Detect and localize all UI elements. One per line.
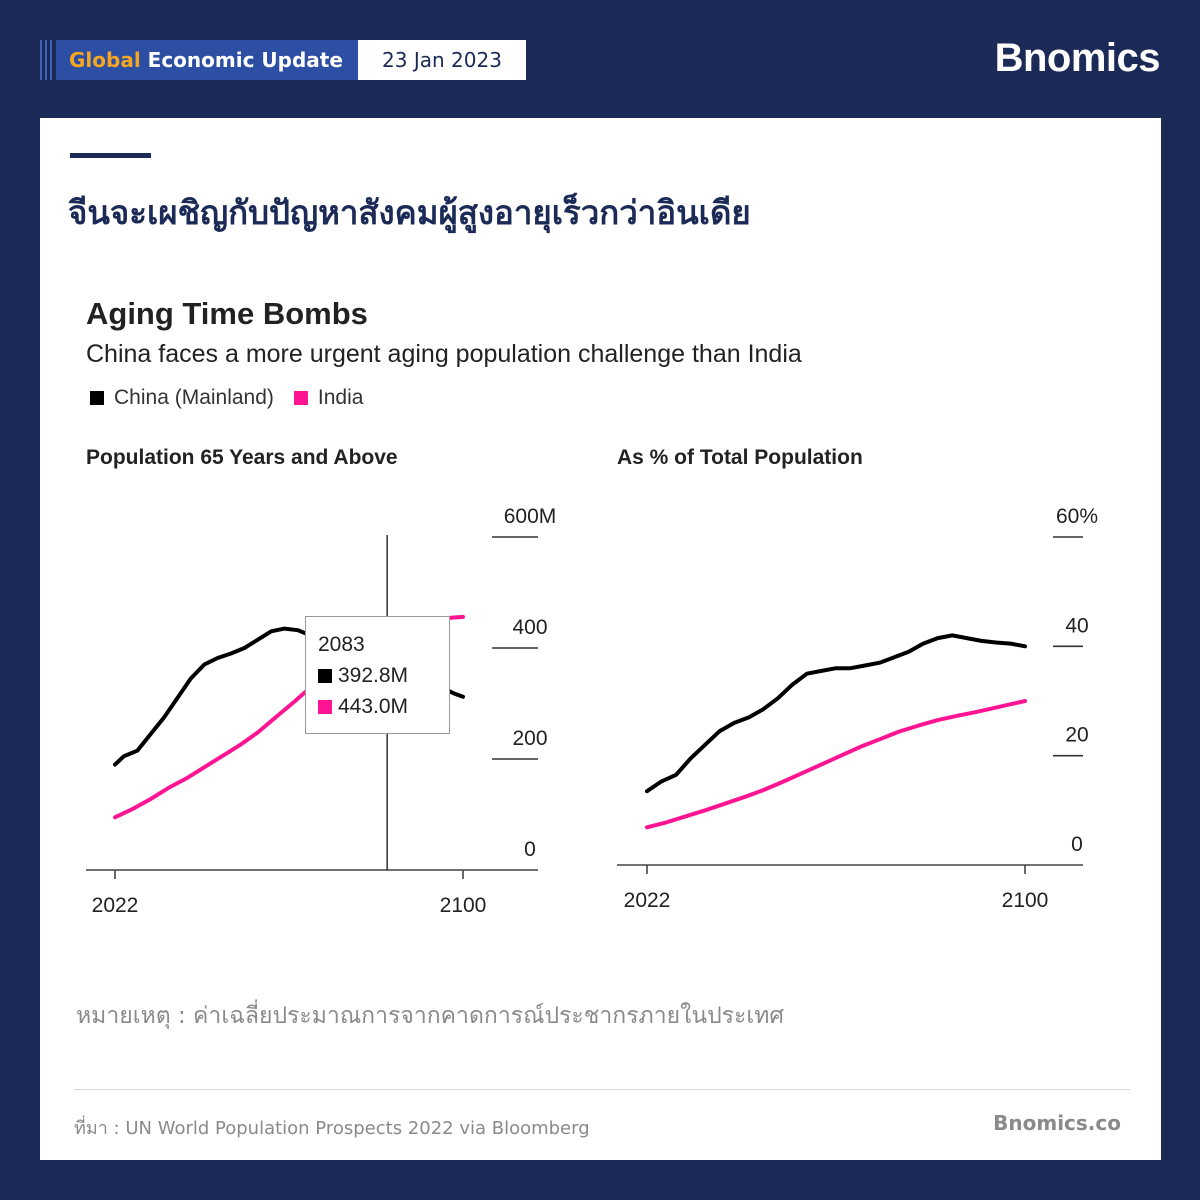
chart-title: Aging Time Bombs xyxy=(86,296,368,331)
series-line-india xyxy=(645,699,1027,830)
population-65-chart: 2022 2100 0 200 400 600M xyxy=(86,505,557,917)
x-tick-label: 2100 xyxy=(1002,889,1049,912)
y-tick-label: 20 xyxy=(1065,724,1088,747)
x-tick-label: 2100 xyxy=(440,894,487,917)
chart-legend: China (Mainland) India xyxy=(90,386,383,410)
y-tick-label: 400 xyxy=(512,616,547,639)
legend-label-china: China (Mainland) xyxy=(114,386,274,409)
tooltip-swatch-india xyxy=(318,699,332,714)
legend-item-india: India xyxy=(293,386,364,410)
y-tick-label: 0 xyxy=(524,838,536,861)
footnote: หมายเหตุ : ค่าเฉลี่ยประมาณการจากคาดการณ์… xyxy=(76,1003,784,1029)
chart-subtitle: China faces a more urgent aging populati… xyxy=(86,340,802,368)
header-bar: Global Economic Update 23 Jan 2023 Bnomi… xyxy=(0,0,1200,118)
y-tick-label: 0 xyxy=(1071,833,1083,856)
legend-swatch-india xyxy=(293,391,308,405)
x-tick-label: 2022 xyxy=(624,889,671,912)
date-tag: 23 Jan 2023 xyxy=(358,40,526,80)
legend-label-india: India xyxy=(317,386,364,409)
section-tag-accent: Global xyxy=(69,48,141,72)
page-title: จีนจะเผชิญกับปัญหาสังคมผู้สูงอายุเร็วกว่… xyxy=(68,193,751,232)
footer-divider xyxy=(74,1089,1130,1090)
content-card: จีนจะเผชิญกับปัญหาสังคมผู้สูงอายุเร็วกว่… xyxy=(40,118,1161,1160)
percent-total-chart: 2022 2100 0 20 40 60% xyxy=(617,505,1098,912)
y-tick-label: 40 xyxy=(1065,614,1088,637)
title-accent-bar xyxy=(70,153,151,158)
tooltip-year: 2083 xyxy=(318,632,365,656)
series-line-china xyxy=(645,633,1027,794)
tooltip-value-china: 392.8M xyxy=(338,663,409,687)
chart-tooltip: 2083 392.8M 443.0M xyxy=(305,616,450,734)
legend-swatch-china xyxy=(90,391,104,405)
panel-title-right: As % of Total Population xyxy=(617,446,863,469)
y-tick-label: 200 xyxy=(512,727,547,750)
tooltip-row-india: 443.0M xyxy=(318,691,449,722)
section-tag: Global Economic Update xyxy=(56,40,358,80)
source-text: ที่มา : UN World Population Prospects 20… xyxy=(74,1118,590,1139)
tooltip-swatch-china xyxy=(318,668,332,683)
legend-item-china: China (Mainland) xyxy=(90,386,274,410)
x-tick-label: 2022 xyxy=(92,894,139,917)
y-tick-label: 600M xyxy=(504,505,557,528)
site-url: Bnomics.co xyxy=(993,1111,1121,1135)
y-tick-label: 60% xyxy=(1056,505,1098,528)
brand-logo: Bnomics xyxy=(994,36,1161,80)
tooltip-row-china: 392.8M xyxy=(318,660,449,691)
section-tag-label: Economic Update xyxy=(147,48,343,72)
panel-title-left: Population 65 Years and Above xyxy=(86,446,398,469)
tooltip-value-india: 443.0M xyxy=(338,694,409,718)
decorative-stripes xyxy=(40,40,56,80)
